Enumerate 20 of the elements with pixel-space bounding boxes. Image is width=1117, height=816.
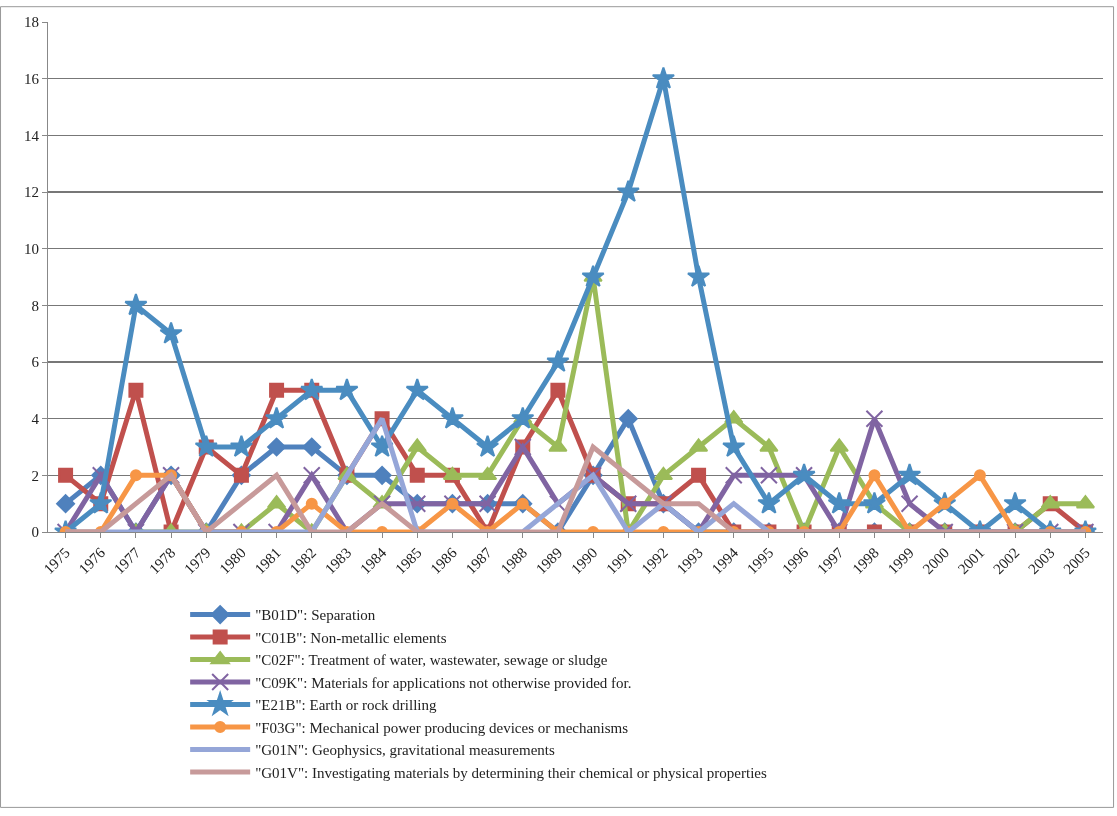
y-tick-label: 18 bbox=[24, 14, 39, 31]
x-tick-label: 1991 bbox=[603, 544, 636, 578]
y-tick-label: 10 bbox=[24, 240, 39, 257]
y-tick-label: 4 bbox=[31, 410, 40, 427]
legend-label: "C09K": Materials for applications not otherwise provided for. bbox=[255, 674, 632, 691]
legend-label: "C01B": Non-metallic elements bbox=[255, 629, 447, 646]
legend-label: "E21B": Earth or rock drilling bbox=[255, 697, 438, 714]
y-tick-label: 16 bbox=[24, 70, 40, 87]
legend-label: "C02F": Treatment of water, wastewater, sewage or sludge bbox=[255, 652, 608, 669]
y-tick-label: 14 bbox=[24, 127, 40, 144]
y-tick-label: 0 bbox=[31, 524, 39, 541]
legend-label: "G01V": Investigating materials by determining their chemical or physical properties bbox=[255, 764, 767, 781]
y-tick-label: 6 bbox=[31, 354, 40, 371]
legend-label: "B01D": Separation bbox=[255, 607, 376, 624]
y-tick-label: 8 bbox=[31, 297, 39, 314]
legend-label: "F03G": Mechanical power producing devices or mechanisms bbox=[255, 719, 629, 736]
x-tick-label: 1981 bbox=[251, 544, 284, 578]
legend-label: "G01N": Geophysics, gravitational measurements bbox=[255, 742, 555, 759]
y-tick-label: 12 bbox=[24, 184, 39, 201]
y-tick-label: 2 bbox=[31, 467, 39, 484]
